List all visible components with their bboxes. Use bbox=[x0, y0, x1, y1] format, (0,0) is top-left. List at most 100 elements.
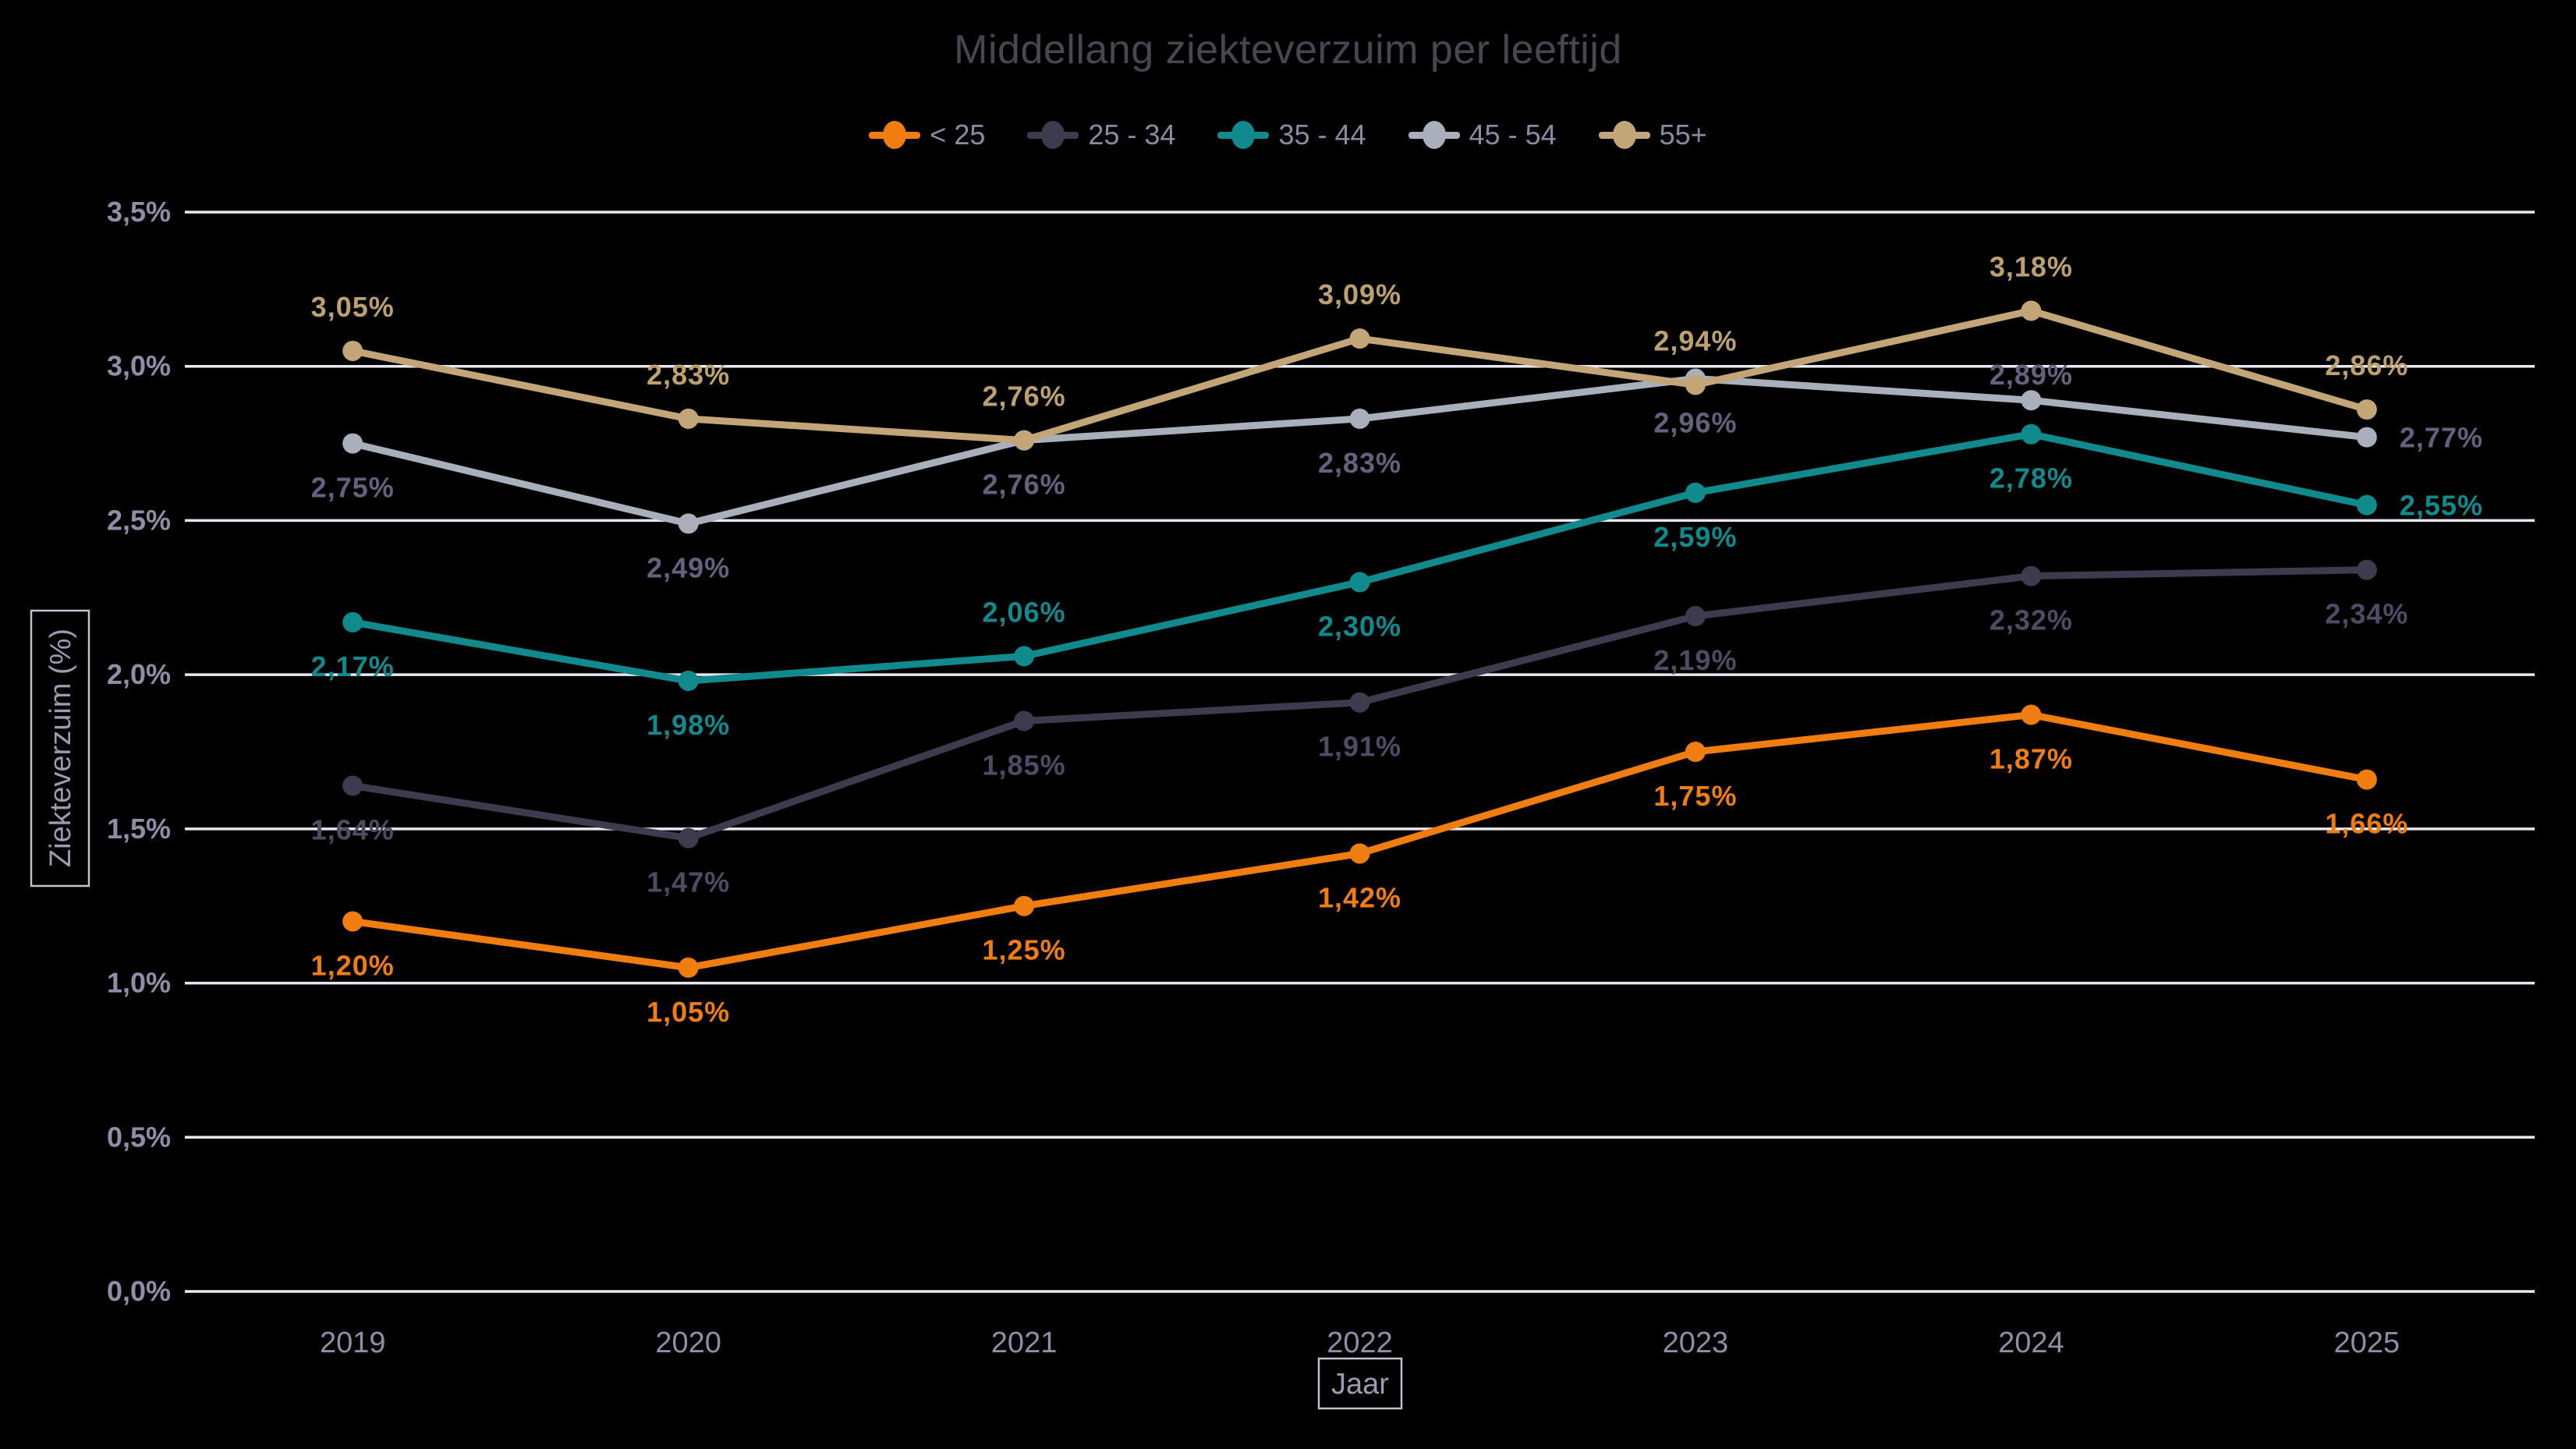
legend-label: 55+ bbox=[1659, 119, 1707, 151]
data-label: 2,75% bbox=[311, 472, 395, 504]
data-label: 2,32% bbox=[1990, 604, 2073, 636]
data-label: 2,59% bbox=[1653, 521, 1737, 553]
legend-line-icon bbox=[1598, 121, 1650, 149]
data-label: 2,89% bbox=[1990, 359, 2073, 391]
data-point bbox=[678, 408, 699, 429]
data-label: 3,09% bbox=[1318, 278, 1401, 310]
y-tick-label: 1,0% bbox=[107, 967, 171, 999]
legend-item: 55+ bbox=[1598, 119, 1707, 151]
data-label: 2,78% bbox=[1990, 462, 2073, 494]
data-point bbox=[1014, 895, 1035, 916]
data-point bbox=[342, 611, 363, 632]
data-label: 2,77% bbox=[2400, 422, 2483, 454]
data-point bbox=[1014, 430, 1035, 451]
data-point bbox=[1685, 606, 1706, 627]
data-point bbox=[2021, 565, 2042, 586]
legend-line-icon bbox=[869, 121, 921, 149]
y-axis-title-box bbox=[30, 609, 90, 887]
x-tick-label: 2024 bbox=[1998, 1327, 2064, 1359]
data-point bbox=[1349, 408, 1370, 429]
data-point bbox=[1685, 374, 1706, 395]
data-label: 1,98% bbox=[647, 709, 730, 741]
chart-title: Middellang ziekteverzuim per leeftijd bbox=[954, 27, 1622, 73]
data-point bbox=[678, 827, 699, 848]
data-label: 2,49% bbox=[647, 551, 730, 583]
series-25-34 bbox=[342, 559, 2377, 848]
data-point bbox=[2356, 559, 2377, 580]
legend-dot-icon bbox=[1422, 121, 1446, 149]
data-label: 2,83% bbox=[647, 359, 730, 391]
data-label: 2,86% bbox=[2325, 349, 2408, 381]
data-label: 1,47% bbox=[647, 866, 730, 898]
data-label: 3,05% bbox=[311, 291, 395, 323]
legend-dot-icon bbox=[1231, 121, 1256, 149]
data-point bbox=[1349, 843, 1370, 864]
data-point bbox=[678, 957, 699, 978]
data-point bbox=[2356, 399, 2377, 420]
legend-dot-icon bbox=[1612, 121, 1636, 149]
data-label: 2,06% bbox=[983, 596, 1066, 628]
data-point bbox=[342, 775, 363, 796]
data-point bbox=[1685, 482, 1706, 503]
data-label: 1,42% bbox=[1318, 881, 1401, 913]
data-label: 3,18% bbox=[1990, 251, 2073, 283]
legend-item: 45 - 54 bbox=[1408, 119, 1557, 151]
data-label: 1,05% bbox=[647, 996, 730, 1028]
y-tick-label: 1,5% bbox=[107, 813, 171, 845]
legend-line-icon bbox=[1027, 121, 1079, 149]
data-point bbox=[342, 340, 363, 361]
data-point bbox=[1014, 646, 1035, 667]
data-point bbox=[1349, 572, 1370, 593]
x-tick-label: 2022 bbox=[1327, 1327, 1393, 1359]
data-point bbox=[2356, 494, 2377, 515]
x-tick-label: 2020 bbox=[655, 1327, 721, 1359]
legend-dot-icon bbox=[883, 121, 907, 149]
data-point bbox=[678, 671, 699, 692]
data-label: 1,20% bbox=[311, 949, 395, 981]
legend-label: 35 - 44 bbox=[1278, 119, 1366, 151]
y-axis-title: Ziekteverzuim (%) bbox=[44, 629, 77, 867]
data-label: 2,30% bbox=[1318, 611, 1401, 643]
data-point bbox=[2356, 769, 2377, 790]
x-tick-label: 2023 bbox=[1663, 1327, 1729, 1359]
data-label: 1,87% bbox=[1990, 743, 2073, 775]
series-<25 bbox=[342, 704, 2377, 978]
data-label: 2,96% bbox=[1653, 407, 1737, 439]
series-35-44 bbox=[342, 423, 2377, 692]
y-tick-label: 3,0% bbox=[107, 350, 171, 382]
y-tick-label: 2,5% bbox=[107, 504, 171, 536]
data-label: 2,76% bbox=[983, 469, 1066, 501]
y-tick-label: 0,5% bbox=[107, 1121, 171, 1153]
series-55+ bbox=[342, 300, 2377, 451]
data-label: 2,76% bbox=[983, 381, 1066, 413]
data-label: 1,75% bbox=[1653, 780, 1737, 812]
data-point bbox=[1014, 710, 1035, 732]
y-tick-label: 2,0% bbox=[107, 658, 171, 690]
data-label: 2,83% bbox=[1318, 447, 1401, 479]
data-label: 2,19% bbox=[1653, 644, 1737, 676]
data-point bbox=[2356, 427, 2377, 448]
x-axis-title: Jaar bbox=[1331, 1368, 1389, 1401]
legend-line-icon bbox=[1217, 121, 1270, 149]
legend-label: 25 - 34 bbox=[1088, 119, 1176, 151]
chart-legend: < 25 25 - 34 35 - 44 45 - 54 55+ bbox=[0, 119, 2576, 151]
data-point bbox=[678, 513, 699, 534]
data-label: 2,34% bbox=[2325, 598, 2408, 630]
legend-label: 45 - 54 bbox=[1469, 119, 1557, 151]
data-label: 2,17% bbox=[311, 650, 395, 682]
y-tick-label: 0,0% bbox=[107, 1275, 171, 1307]
data-label: 2,55% bbox=[2400, 490, 2483, 522]
data-point bbox=[1685, 742, 1706, 762]
data-label: 1,25% bbox=[983, 934, 1066, 966]
data-point bbox=[2021, 390, 2042, 411]
data-label: 2,94% bbox=[1653, 324, 1737, 356]
legend-item: 35 - 44 bbox=[1217, 119, 1366, 151]
data-label: 1,91% bbox=[1318, 731, 1401, 763]
x-axis-title-box bbox=[1317, 1357, 1403, 1410]
data-point bbox=[2021, 423, 2042, 445]
data-point bbox=[1349, 692, 1370, 713]
data-point bbox=[342, 911, 363, 932]
legend-item: 25 - 34 bbox=[1027, 119, 1175, 151]
